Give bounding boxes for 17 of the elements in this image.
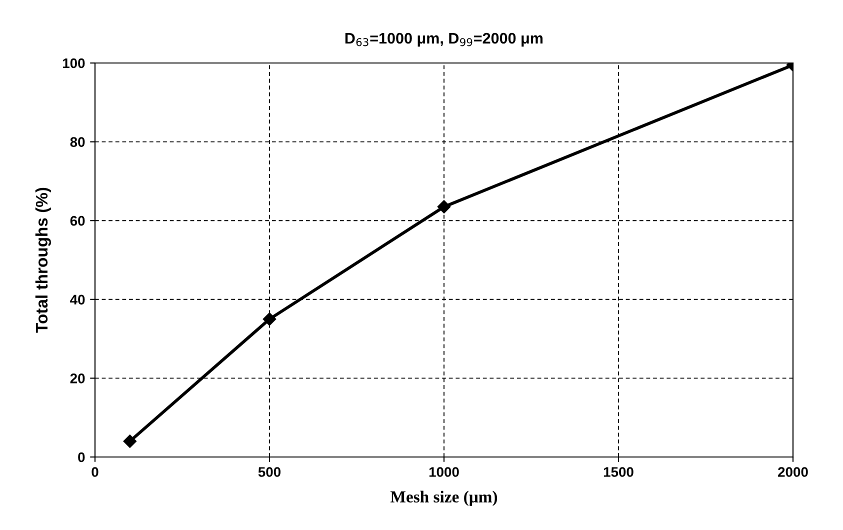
- x-tick-label: 2000: [778, 467, 808, 477]
- y-tick-label: 0: [78, 452, 85, 462]
- x-tick-label: 1500: [604, 467, 634, 477]
- y-tick-label: 100: [62, 58, 85, 68]
- y-axis-title: Total throughs (%): [35, 188, 51, 333]
- y-tick-label: 60: [70, 216, 85, 226]
- point: [262, 312, 276, 326]
- point: [437, 200, 451, 214]
- chart-title: D$_{63}$=1000 μm, D$_{99}$=2000 μm: [345, 32, 543, 47]
- x-tick-label: 1000: [429, 467, 459, 477]
- x-tick-label: 0: [92, 467, 98, 477]
- y-tick-label: 80: [70, 137, 85, 147]
- y-tick-label: 20: [70, 374, 85, 384]
- x-axis-title: Mesh size (μm): [390, 490, 498, 506]
- x-tick-label: 500: [258, 467, 281, 477]
- point: [123, 434, 136, 448]
- y-tick-label: 40: [70, 294, 85, 305]
